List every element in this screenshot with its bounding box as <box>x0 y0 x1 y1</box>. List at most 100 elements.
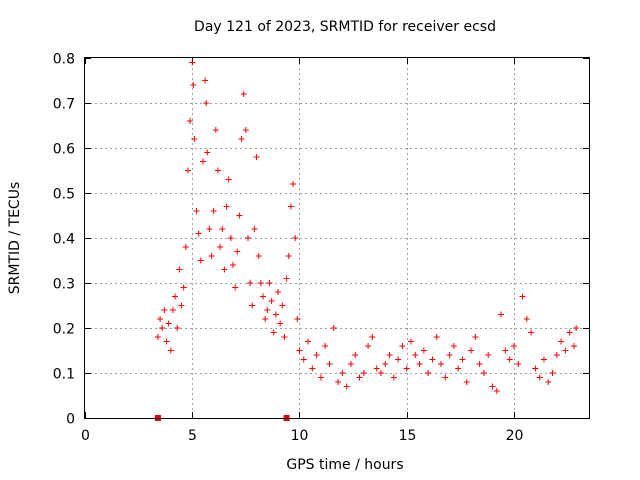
y-tick-label: 0.5 <box>53 187 75 203</box>
data-point <box>229 262 236 268</box>
plot-frame <box>84 57 590 419</box>
data-point <box>493 388 500 394</box>
data-point <box>382 361 389 367</box>
data-point <box>519 293 526 300</box>
data-point <box>277 320 284 327</box>
data-point <box>523 316 530 322</box>
data-point <box>217 244 224 250</box>
data-point <box>489 383 496 390</box>
data-point <box>510 343 517 349</box>
data-point <box>566 329 573 336</box>
data-point <box>553 352 560 358</box>
data-point <box>163 338 170 345</box>
data-point <box>260 293 267 300</box>
data-point <box>365 343 372 349</box>
data-point <box>573 325 580 331</box>
data-point <box>485 352 492 358</box>
x-tick-label: 5 <box>188 428 197 444</box>
data-point <box>193 208 200 214</box>
data-point <box>536 374 543 381</box>
data-point <box>244 235 251 241</box>
data-point <box>197 257 204 264</box>
data-point <box>326 361 333 367</box>
data-point <box>172 293 179 300</box>
data-point <box>214 167 221 174</box>
data-point <box>283 275 290 282</box>
y-axis-label: SRMTID / TECUs <box>7 182 23 295</box>
data-point <box>480 370 487 376</box>
data-point <box>459 356 466 363</box>
y-tick-label: 0.7 <box>53 97 75 113</box>
data-point <box>476 361 483 367</box>
data-point <box>202 77 209 84</box>
data-point <box>294 316 301 322</box>
data-point <box>343 383 350 390</box>
data-point <box>438 361 445 367</box>
data-point <box>262 316 269 322</box>
data-point <box>472 334 479 340</box>
y-tick-label: 0 <box>66 412 75 428</box>
data-point <box>433 334 440 340</box>
data-point <box>532 365 539 372</box>
data-point <box>407 338 414 345</box>
data-point <box>390 374 397 381</box>
data-point <box>255 253 262 259</box>
data-point <box>528 329 535 336</box>
data-point <box>249 302 256 309</box>
x-tick-label: 0 <box>81 428 90 444</box>
data-point <box>232 284 239 291</box>
data-point <box>184 167 191 174</box>
data-point <box>425 370 432 376</box>
data-point <box>313 352 320 358</box>
data-point <box>161 307 168 313</box>
data-point <box>455 365 462 372</box>
data-point <box>219 226 226 232</box>
data-point <box>169 307 176 313</box>
data-point <box>264 307 271 313</box>
data-point <box>322 343 329 349</box>
data-point <box>515 361 522 367</box>
data-point <box>191 136 198 142</box>
data-point <box>356 374 363 381</box>
data-point <box>416 361 423 367</box>
data-point <box>167 347 174 354</box>
data-point <box>247 280 254 286</box>
data-point <box>275 289 282 295</box>
data-point <box>506 356 513 363</box>
data-point <box>279 302 286 309</box>
y-tick-label: 0.2 <box>53 322 75 338</box>
x-tick-label: 20 <box>506 428 524 444</box>
data-point <box>558 338 565 345</box>
x-tick-label: 10 <box>291 428 309 444</box>
data-point <box>270 329 277 336</box>
data-point <box>199 158 206 165</box>
data-point <box>296 347 303 354</box>
data-point <box>236 212 243 219</box>
data-point <box>154 334 161 340</box>
data-point <box>386 352 393 358</box>
data-point <box>339 370 346 376</box>
data-point <box>165 320 172 327</box>
data-point <box>285 253 292 259</box>
data-point <box>309 365 316 372</box>
data-point <box>159 325 166 331</box>
data-point <box>300 356 307 363</box>
data-point <box>420 347 427 354</box>
data-point <box>442 374 449 381</box>
data-point <box>446 352 453 358</box>
data-point <box>180 284 187 291</box>
data-point <box>178 302 185 309</box>
data-point <box>176 266 183 273</box>
data-point <box>253 154 260 160</box>
data-point <box>377 370 384 376</box>
data-point <box>251 226 258 232</box>
data-point <box>305 338 312 345</box>
data-point <box>225 176 232 183</box>
data-point <box>208 253 215 259</box>
data-point <box>290 181 297 187</box>
data-point <box>463 379 470 385</box>
data-point <box>498 311 505 318</box>
data-point <box>335 379 342 385</box>
data-point <box>223 203 230 210</box>
